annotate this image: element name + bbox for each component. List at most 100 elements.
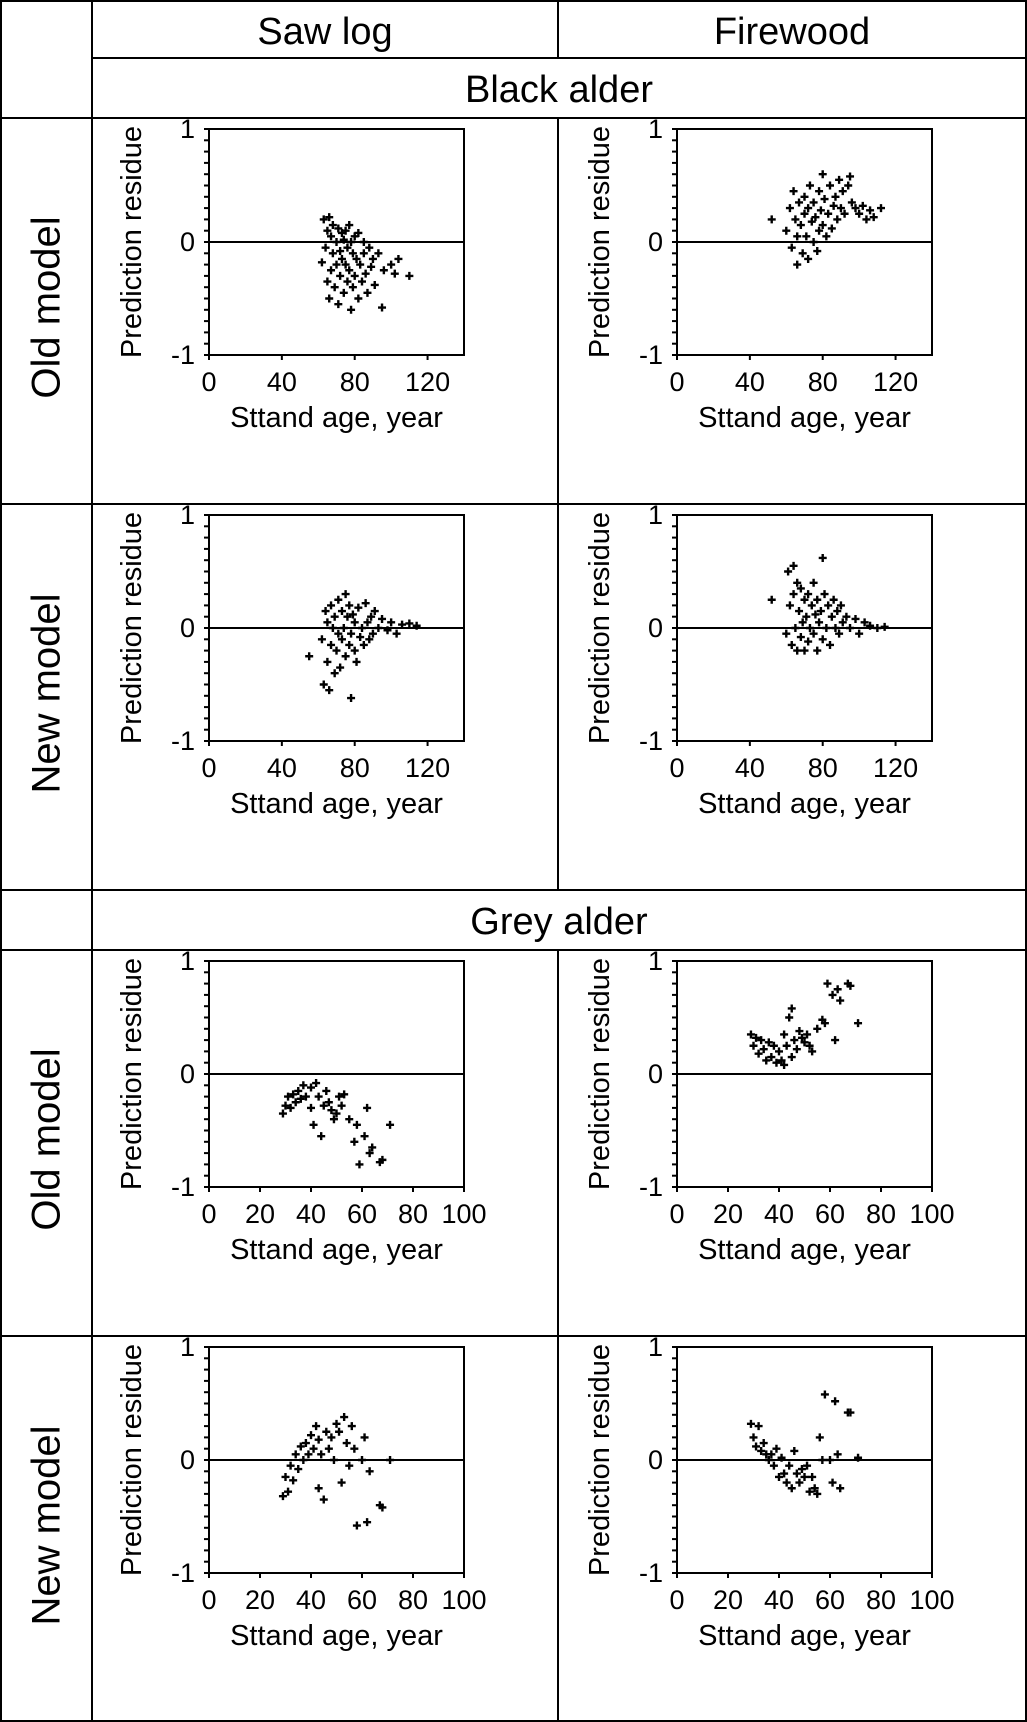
data-point [810, 1484, 819, 1493]
y-tick-label: 0 [648, 1445, 663, 1475]
y-axis-label: Prediction residue [584, 126, 616, 358]
data-point [324, 1444, 333, 1453]
data-point [332, 260, 341, 269]
data-point [394, 254, 403, 263]
section-title-black-alder: Black alder [465, 69, 653, 111]
data-point [359, 249, 368, 258]
data-point [795, 607, 804, 616]
data-point [767, 595, 776, 604]
data-point [809, 238, 818, 246]
corner-cell [0, 0, 93, 119]
data-point [343, 243, 352, 252]
data-point [339, 624, 348, 632]
data-point [319, 1495, 328, 1504]
data-point [304, 1450, 313, 1459]
data-point [828, 1478, 837, 1487]
x-tick-label: 20 [245, 1199, 275, 1229]
y-tick-label: -1 [171, 1172, 195, 1202]
data-point [785, 1013, 794, 1022]
data-point [337, 254, 346, 263]
data-point [757, 1036, 766, 1045]
data-point [327, 232, 336, 241]
data-point [811, 213, 820, 222]
x-tick-label: 0 [669, 367, 684, 397]
data-point [359, 238, 368, 246]
data-point [347, 629, 356, 638]
data-point [284, 1092, 293, 1101]
data-point [782, 1041, 791, 1050]
data-point [367, 262, 376, 271]
data-point [334, 595, 343, 604]
data-point [281, 1472, 290, 1481]
x-tick-label: 100 [909, 1199, 954, 1229]
x-tick-label: 0 [669, 1199, 684, 1229]
y-tick-label: -1 [639, 726, 663, 756]
data-point [826, 640, 834, 649]
data-point [345, 221, 354, 230]
data-point [345, 1461, 354, 1470]
data-point [324, 1098, 333, 1107]
data-point [792, 1045, 801, 1054]
data-point [332, 238, 341, 246]
data-point [347, 1422, 356, 1431]
data-point [368, 254, 377, 263]
data-point [816, 206, 825, 215]
data-point [824, 601, 833, 610]
data-point [800, 646, 809, 655]
data-point [797, 1465, 806, 1474]
data-point [363, 1518, 372, 1527]
data-point [815, 1433, 824, 1442]
data-point [330, 283, 339, 292]
data-point [352, 1521, 361, 1530]
data-point [858, 201, 867, 210]
data-point [824, 209, 833, 218]
data-point [829, 595, 838, 604]
data-point [386, 1456, 395, 1464]
data-point [337, 607, 346, 616]
x-tick-label: 60 [347, 1199, 377, 1229]
y-axis-label: Prediction residue [116, 1344, 148, 1576]
data-point [866, 621, 875, 630]
data-point [847, 198, 856, 207]
data-point [332, 1109, 341, 1118]
x-tick-label: 60 [815, 1199, 845, 1229]
y-tick-label: -1 [171, 726, 195, 756]
x-tick-label: 120 [405, 367, 450, 397]
data-point [787, 243, 796, 252]
data-point [365, 1149, 374, 1158]
data-point [831, 624, 840, 632]
data-point [321, 607, 330, 616]
data-point [307, 1083, 315, 1092]
data-point [348, 283, 357, 292]
y-tick-label: -1 [639, 340, 663, 370]
data-point [754, 1049, 763, 1058]
data-point [873, 624, 882, 632]
x-tick-label: 100 [441, 1585, 486, 1615]
col-header-firewood: Firewood [557, 0, 1027, 59]
data-point [818, 635, 827, 644]
data-point [329, 1115, 338, 1124]
data-point [330, 612, 339, 621]
col-header-saw-log-label: Saw log [257, 11, 393, 53]
data-point [880, 622, 889, 631]
y-tick-label: 1 [648, 1332, 663, 1362]
data-point [307, 1431, 315, 1440]
x-tick-label: 80 [866, 1199, 896, 1229]
data-point [291, 1450, 300, 1459]
x-tick-label: 0 [201, 367, 216, 397]
data-point [347, 238, 356, 246]
data-point [749, 1433, 758, 1442]
x-tick-label: 100 [441, 1199, 486, 1229]
data-point [809, 578, 818, 587]
data-point [823, 979, 832, 988]
data-point [803, 1030, 812, 1039]
data-point [831, 1036, 840, 1045]
data-point [289, 1090, 298, 1099]
data-point [836, 1484, 845, 1493]
data-point [862, 215, 871, 224]
data-point [319, 680, 328, 689]
data-point [831, 1397, 840, 1406]
